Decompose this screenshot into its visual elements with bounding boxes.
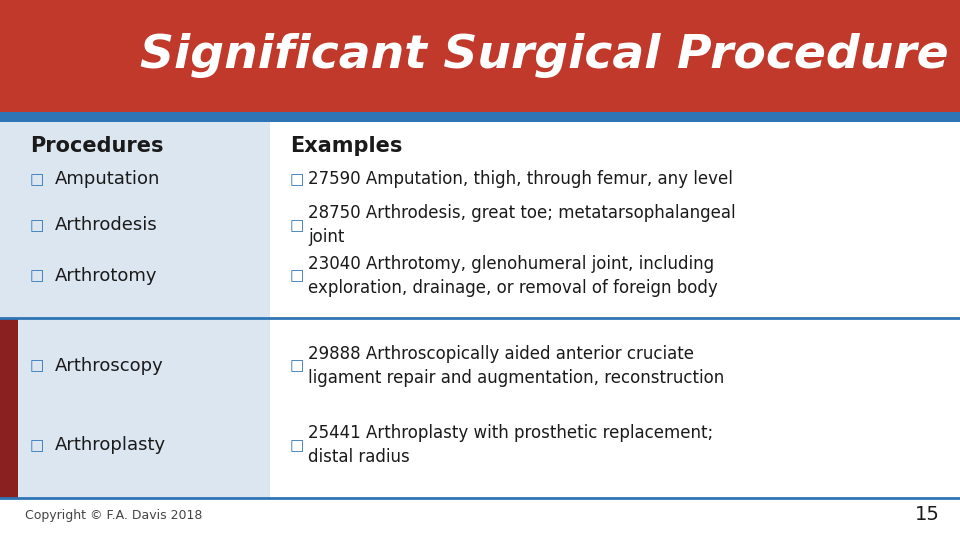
Text: Arthroscopy: Arthroscopy xyxy=(55,357,164,375)
Text: Significant Surgical Procedure: Significant Surgical Procedure xyxy=(140,33,948,78)
Text: Examples: Examples xyxy=(290,136,402,156)
Text: 23040 Arthrotomy, glenohumeral joint, including
exploration, drainage, or remova: 23040 Arthrotomy, glenohumeral joint, in… xyxy=(308,255,718,296)
Bar xyxy=(0,318,18,498)
Text: □: □ xyxy=(290,359,304,374)
Text: Arthrodesis: Arthrodesis xyxy=(55,216,157,234)
Text: Amputation: Amputation xyxy=(55,170,160,188)
Text: □: □ xyxy=(30,268,44,284)
Text: 25441 Arthroplasty with prosthetic replacement;
distal radius: 25441 Arthroplasty with prosthetic repla… xyxy=(308,424,713,466)
Text: 29888 Arthroscopically aided anterior cruciate
ligament repair and augmentation,: 29888 Arthroscopically aided anterior cr… xyxy=(308,345,724,387)
Text: □: □ xyxy=(30,359,44,374)
Text: Arthroplasty: Arthroplasty xyxy=(55,436,166,454)
Text: □: □ xyxy=(290,268,304,284)
Text: □: □ xyxy=(290,172,304,187)
Text: □: □ xyxy=(30,218,44,233)
Text: □: □ xyxy=(290,218,304,233)
Text: Procedures: Procedures xyxy=(30,136,163,156)
Text: 28750 Arthrodesis, great toe; metatarsophalangeal
joint: 28750 Arthrodesis, great toe; metatarsop… xyxy=(308,205,735,246)
Text: □: □ xyxy=(30,438,44,453)
Text: 15: 15 xyxy=(915,505,940,524)
Bar xyxy=(0,0,960,112)
Bar xyxy=(0,122,960,498)
Text: 27590 Amputation, thigh, through femur, any level: 27590 Amputation, thigh, through femur, … xyxy=(308,170,732,188)
Text: Copyright © F.A. Davis 2018: Copyright © F.A. Davis 2018 xyxy=(25,509,203,522)
Bar xyxy=(0,112,960,122)
Bar xyxy=(270,122,960,498)
Text: □: □ xyxy=(30,172,44,187)
Text: □: □ xyxy=(290,438,304,453)
Text: Arthrotomy: Arthrotomy xyxy=(55,267,157,285)
